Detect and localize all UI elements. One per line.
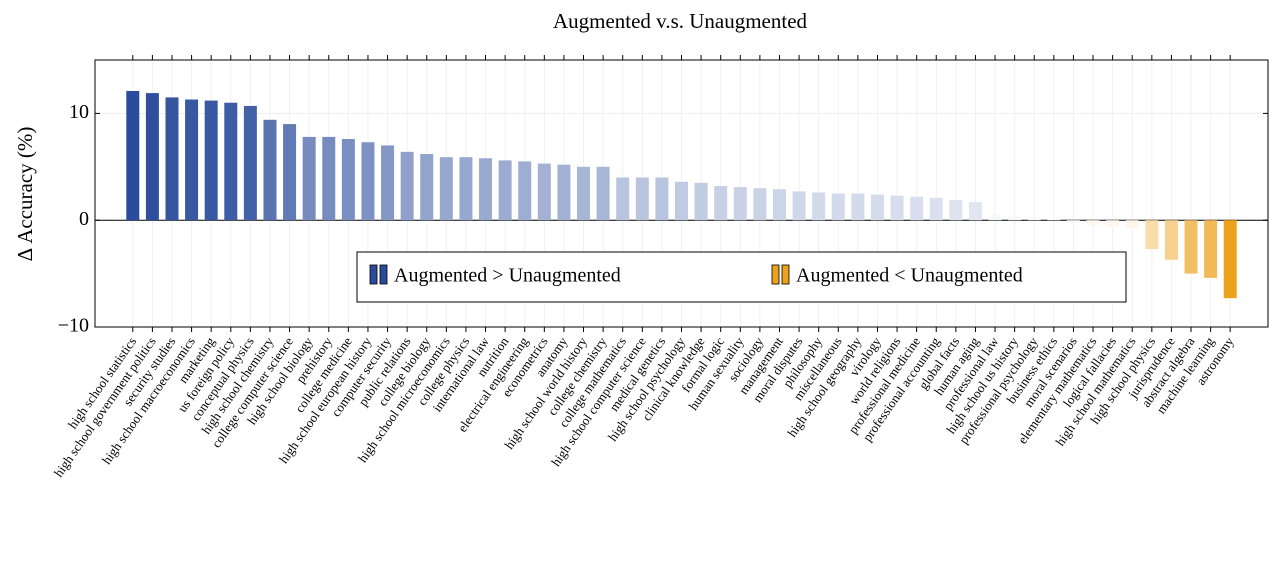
bar: [675, 181, 688, 221]
bar: [655, 177, 669, 221]
bar: [753, 188, 767, 221]
legend-swatch: [771, 264, 780, 285]
bar: [596, 166, 610, 221]
bar: [1047, 219, 1061, 221]
bar: [498, 160, 512, 221]
legend-swatch: [369, 264, 378, 285]
bar: [302, 136, 316, 221]
y-tick-label: 0: [79, 208, 89, 230]
chart-title: Augmented v.s. Unaugmented: [553, 9, 808, 33]
bar: [1204, 220, 1218, 278]
bar: [518, 161, 532, 221]
bar: [1145, 220, 1159, 250]
bar: [910, 196, 924, 221]
bar: [1066, 220, 1080, 223]
bar: [459, 157, 473, 221]
bar: [1008, 215, 1022, 221]
bar: [792, 191, 806, 221]
y-tick-label: −10: [58, 315, 89, 337]
bar: [1223, 220, 1237, 299]
bar: [949, 199, 963, 221]
bar: [831, 193, 845, 221]
bar: [341, 139, 355, 221]
bar: [616, 177, 630, 221]
legend-box: [356, 251, 1127, 303]
bar: [361, 142, 375, 221]
bar: [714, 186, 728, 221]
bar: [439, 157, 453, 221]
plot-frame: [94, 59, 1269, 328]
bar: [283, 124, 297, 221]
bar: [243, 105, 257, 221]
bar: [1027, 216, 1041, 221]
bar: [224, 102, 238, 221]
bar: [263, 119, 277, 221]
bar: [1106, 220, 1120, 227]
bar: [870, 194, 884, 221]
bar: [1125, 220, 1139, 228]
bar: [126, 90, 140, 221]
bar: [929, 197, 943, 221]
bar: [635, 177, 649, 221]
bar: [400, 151, 414, 221]
legend-label: Augmented > Unaugmented: [394, 265, 621, 287]
bar: [694, 182, 708, 221]
bar: [1164, 220, 1178, 260]
bar: [145, 93, 159, 221]
bar: [557, 164, 571, 221]
bar: [851, 193, 865, 221]
bar: [1086, 220, 1100, 226]
bar: [537, 163, 551, 221]
bar: [479, 158, 493, 221]
y-axis-label: Δ Accuracy (%): [13, 127, 37, 262]
bar: [204, 100, 218, 221]
bar: [322, 136, 336, 221]
bar: [185, 99, 199, 221]
bar: [420, 153, 434, 221]
bar: [1184, 220, 1198, 274]
bar: [381, 145, 395, 221]
bar: [890, 195, 904, 221]
legend-label: Augmented < Unaugmented: [796, 265, 1023, 287]
legend-swatch: [379, 264, 388, 285]
bar: [772, 189, 786, 221]
bar: [577, 166, 591, 221]
bar: [968, 202, 982, 221]
bar: [988, 214, 1002, 221]
legend-swatch: [781, 264, 790, 285]
bar: [733, 187, 747, 221]
y-tick-label: 10: [69, 101, 89, 123]
bar: [812, 192, 826, 221]
bar: [165, 97, 179, 221]
